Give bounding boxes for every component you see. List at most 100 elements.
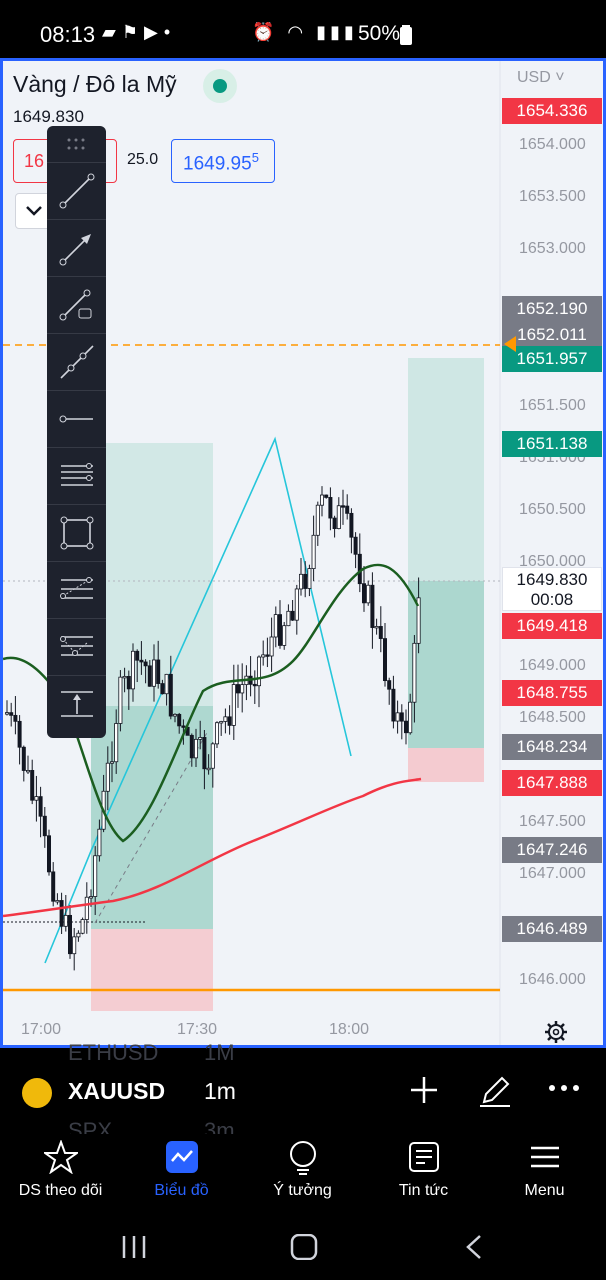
candle-body [256,656,261,687]
candle-body [214,722,219,745]
candle-body [223,716,228,722]
candle-body [172,713,177,717]
horizontal-ray-icon [59,415,93,423]
tool-trend-line[interactable] [47,162,106,219]
collapse-button[interactable] [15,193,51,229]
candle-body [42,815,47,837]
tool-horizontal-ray[interactable] [47,390,106,447]
system-nav [0,1220,606,1280]
candle-body [374,626,379,629]
candle-body [68,914,73,955]
market-open-indicator[interactable] [203,69,237,103]
candle-body [332,517,337,530]
info-line-icon [59,289,92,321]
candle-body [72,936,77,955]
candle-body [277,614,282,646]
price-label-red: 1647.888 [502,770,602,796]
nav-news[interactable]: Tin tức [363,1134,484,1220]
symbol-selector[interactable]: XAUUSD [68,1078,166,1104]
current-price-label: 1649.830 00:08 [502,567,602,611]
bar-countdown: 00:08 [530,590,574,609]
candle-body [235,684,240,694]
candle-body [387,680,392,690]
plus-icon[interactable] [408,1074,440,1106]
candle-body [227,716,232,726]
nav-watchlist[interactable]: DS theo dõi [0,1134,121,1220]
candle-body [93,855,98,897]
candle-body [328,497,333,519]
candle-body [357,553,362,585]
candle-body [399,712,404,722]
candle-body [290,610,295,621]
last-price: 1649.830 [13,107,84,126]
price-plot[interactable] [3,61,603,1048]
pencil-icon[interactable] [478,1074,512,1108]
candle-body [206,767,211,771]
signal-icons: ⏰ ◠ ▮▮▮ [252,22,358,42]
price-label-grey: 1648.234 [502,734,602,760]
candle-body [273,614,278,638]
tool-parallel-channel[interactable] [47,447,106,504]
status-bar: 08:13 ▰⚑▶• ⏰ ◠ ▮▮▮ 50% [0,0,606,62]
candle-body [5,712,10,715]
recent-apps-icon[interactable] [120,1234,148,1260]
time-label: 17:30 [177,1021,218,1038]
nav-ideas[interactable]: Ý tưởng [242,1134,363,1220]
drawing-toolbar [47,126,106,738]
tool-extended-line[interactable] [47,333,106,390]
candle-body [378,626,383,639]
currency-selector[interactable]: USD ˅ [517,69,565,86]
candle-body [55,900,60,903]
price-label-red: 1649.418 [502,613,602,639]
price-tick: 1653.500 [519,188,586,205]
home-icon[interactable] [290,1234,318,1260]
tool-fib-extension[interactable] [47,618,106,675]
interval-selector[interactable]: 1m [204,1078,236,1104]
nav-menu[interactable]: Menu [484,1134,605,1220]
candle-body [118,676,123,724]
candle-body [403,720,408,734]
candle-body [303,573,308,589]
spread-value: 25.0 [127,151,159,168]
tool-arrow[interactable] [47,219,106,276]
price-tick: 1654.000 [519,136,586,153]
candle-body [97,828,102,857]
star-icon [44,1140,78,1174]
candle-body [156,659,161,684]
candle-body [265,654,270,657]
settings-gear-icon[interactable] [543,1019,569,1045]
rectangle-icon [60,516,94,550]
symbol-title[interactable]: Vàng / Đô la Mỹ [13,71,177,97]
price-label-grey: 1647.246 [502,837,602,863]
tool-info-line[interactable] [47,276,106,333]
candle-body [76,932,81,938]
candle-body [353,536,358,555]
chevron-down-icon [26,206,42,216]
back-icon[interactable] [464,1234,484,1260]
tool-fib-retracement[interactable] [47,561,106,618]
candle-body [231,684,236,726]
nav-chart[interactable]: Biểu đồ [121,1134,242,1220]
candle-body [210,743,215,769]
candle-body [345,505,350,514]
more-icon[interactable] [548,1082,580,1094]
candle-body [324,494,329,498]
price-tick: 1647.500 [519,813,586,830]
candle-body [21,746,26,771]
buy-button[interactable]: 1649.955 [171,139,275,183]
candle-body [110,761,115,764]
drag-handle-icon[interactable] [47,126,106,162]
candle-body [336,505,341,530]
price-tick: 1653.000 [519,240,586,257]
candle-body [13,714,18,722]
candle-body [319,494,324,506]
tool-rectangle[interactable] [47,504,106,561]
candle-body [47,835,52,873]
vertical-measure-icon [61,691,93,717]
chart-canvas[interactable]: Vàng / Đô la Mỹ 1649.830 16 25.0 1649.95… [0,58,606,1048]
tool-vertical-measure[interactable] [47,675,106,738]
moving-average-slow [3,777,422,918]
candle-body [193,738,198,759]
dashed-trend [94,730,209,924]
